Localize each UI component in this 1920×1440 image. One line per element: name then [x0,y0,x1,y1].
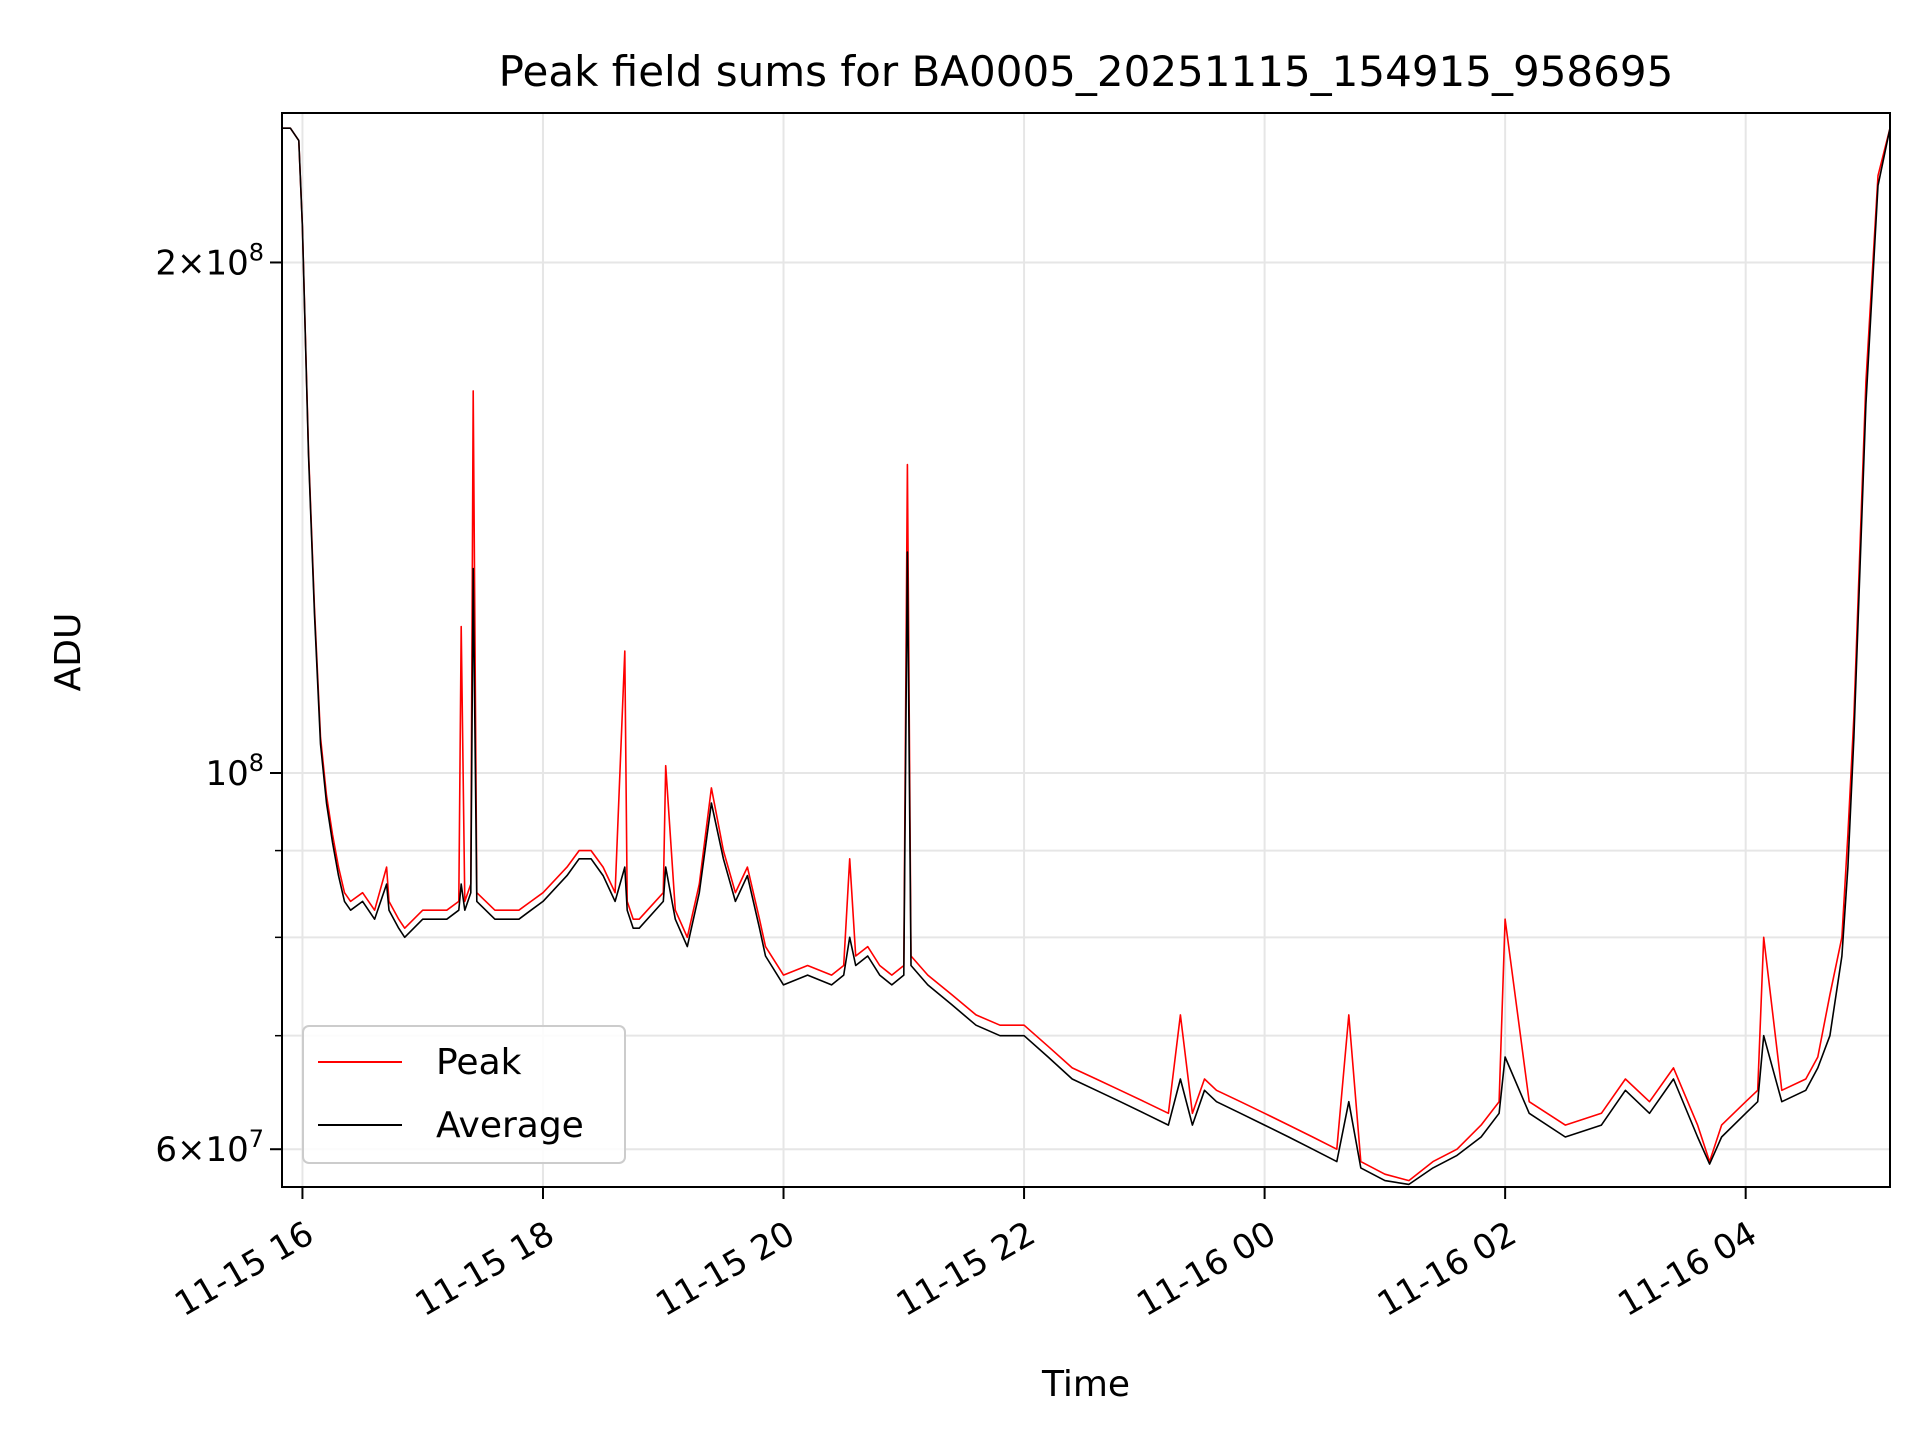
y-axis: 6×107 108 2×108 [155,238,282,1170]
legend-label-peak: Peak [436,1042,522,1083]
y-axis-label: ADU [48,613,89,692]
x-axis-label: Time [1041,1364,1130,1405]
y-tick-label: 108 [205,749,264,794]
y-tick-label: 2×108 [155,238,264,283]
legend-label-average: Average [436,1105,584,1146]
legend: Peak Average [302,1025,626,1164]
plot-frame [281,112,1891,1188]
legend-box [302,1025,626,1164]
y-tick-label: 6×107 [155,1125,264,1170]
series-line-average [282,127,1891,1186]
series-line-peak [282,127,1891,1182]
series-layer [282,127,1891,1186]
chart-title: Peak field sums for BA0005_20251115_1549… [499,47,1674,96]
